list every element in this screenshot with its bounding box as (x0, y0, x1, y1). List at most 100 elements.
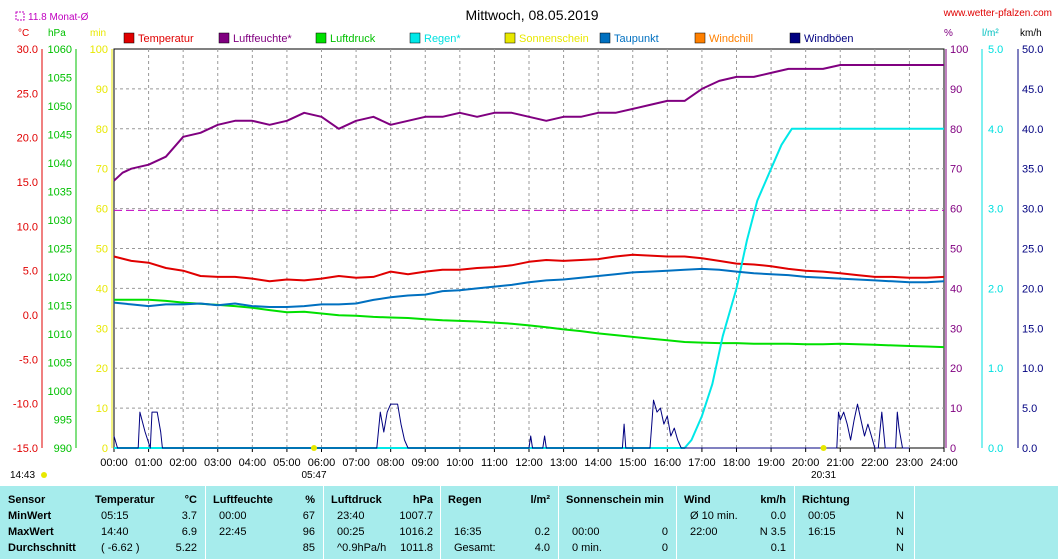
table-cell-value: 0 (661, 526, 668, 538)
table-cell-value: 0.0 (770, 510, 786, 522)
humidity-axis-tick-label: 100 (950, 44, 968, 56)
sunshine-axis-tick-label: 50 (96, 244, 108, 256)
temperature-axis-tick-label: 10.0 (17, 221, 38, 233)
x-tick-label: 01:00 (135, 457, 163, 469)
unit-pressure: hPa (48, 28, 66, 39)
legend-label: Windchill (709, 33, 753, 45)
table-cell-value: N (896, 510, 904, 522)
chart-title: Mittwoch, 08.05.2019 (465, 7, 598, 23)
table-divider (323, 486, 324, 559)
table-cell-time: 16:35 (454, 526, 482, 538)
axes: 00:00 01:00 02:00 03:00 04:00 05:00 06:00 07:00… (13, 44, 1044, 469)
table-divider (558, 486, 559, 559)
pressure-axis-tick-label: 1010 (48, 329, 72, 341)
sunrise-time: 05:47 (301, 470, 326, 481)
temperature-axis-tick-label: -10.0 (13, 399, 38, 411)
table-divider (205, 486, 206, 559)
series-taupunkt (113, 267, 945, 308)
series-windböen (113, 399, 910, 449)
table-cell-value: 0 (661, 542, 668, 554)
table-header: Temperatur (95, 494, 155, 506)
humidity-axis-tick-label: 50 (950, 244, 962, 256)
unit-rain: l/m² (982, 28, 999, 39)
series-regen (114, 127, 944, 449)
x-tick-label: 12:00 (515, 457, 543, 469)
pressure-axis-tick-label: 1015 (48, 301, 72, 313)
legend-label: Sonnenschein (519, 33, 589, 45)
pressure-axis-tick-label: 990 (54, 443, 72, 455)
table-header: Luftfeuchte (213, 494, 273, 506)
wind-axis-tick-label: 15.0 (1022, 323, 1043, 335)
temperature-axis-tick-label: 20.0 (17, 133, 38, 145)
wind-axis-tick-label: 35.0 (1022, 164, 1043, 176)
table-header-unit: hPa (412, 494, 433, 506)
table-cell-time: 0 min. (572, 542, 602, 554)
x-tick-label: 13:00 (550, 457, 578, 469)
humidity-axis-tick-label: 30 (950, 323, 962, 335)
legend-label: Windböen (804, 33, 854, 45)
x-tick-label: 06:00 (308, 457, 336, 469)
legend-label: Regen* (424, 33, 461, 45)
sunshine-axis-tick-label: 30 (96, 323, 108, 335)
table-header: Sensor (8, 494, 46, 506)
table-cell-time: 14:40 (101, 526, 129, 538)
table-cell-value: 4.0 (534, 542, 550, 554)
pressure-axis-tick-label: 1045 (48, 130, 72, 142)
humidity-axis-tick-label: 80 (950, 124, 962, 136)
table-row-label: Durchschnitt (8, 542, 76, 554)
table-row-label: MinWert (8, 510, 52, 522)
wind-axis-tick-label: 30.0 (1022, 204, 1043, 216)
humidity-axis-tick-label: 90 (950, 84, 962, 96)
x-tick-label: 20:00 (792, 457, 820, 469)
pressure-axis-tick-label: 1050 (48, 101, 72, 113)
table-header: Sonnenschein min (566, 494, 664, 506)
humidity-axis-tick-label: 40 (950, 283, 962, 295)
table-cell-time: ^0.9hPa/h (337, 542, 387, 554)
sunshine-axis-tick-label: 40 (96, 283, 108, 295)
wind-axis-tick-label: 50.0 (1022, 44, 1043, 56)
table-header: Luftdruck (331, 494, 382, 506)
unit-wind: km/h (1020, 28, 1042, 39)
humidity-axis-tick-label: 60 (950, 204, 962, 216)
chart-header: °C hPa min% l/m² km/h Mittwoch, 08.05.2019 www… (10, 7, 1052, 481)
x-tick-label: 21:00 (826, 457, 854, 469)
wind-axis-tick-label: 20.0 (1022, 283, 1043, 295)
rain-axis-tick-label: 3.0 (988, 204, 1003, 216)
x-tick-label: 22:00 (861, 457, 889, 469)
legend-label: Taupunkt (614, 33, 659, 45)
current-time-marker (41, 472, 47, 478)
x-tick-label: 23:00 (896, 457, 924, 469)
pressure-axis-tick-label: 1035 (48, 187, 72, 199)
series-layer (113, 64, 945, 449)
pressure-axis-tick-label: 1055 (48, 73, 72, 85)
month-avg-label: 11.8 Monat-Ø (28, 12, 89, 23)
legend-swatch (218, 32, 230, 44)
temperature-axis-tick-label: -5.0 (19, 354, 38, 366)
humidity-axis-tick-label: 10 (950, 403, 962, 415)
table-divider (794, 486, 795, 559)
wind-axis-tick-label: 25.0 (1022, 244, 1043, 256)
table-cell-time: 22:45 (219, 526, 247, 538)
table-cell-time: ( -6.62 ) (101, 542, 140, 554)
wind-axis-tick-label: 5.0 (1022, 403, 1037, 415)
sunset-marker (820, 445, 827, 451)
table-cell-value: 5.22 (175, 542, 197, 554)
series-temperatur (113, 253, 945, 283)
table-cell-time: 16:15 (808, 526, 836, 538)
table-header-unit: km/h (760, 494, 786, 506)
x-tick-label: 10:00 (446, 457, 474, 469)
sunshine-axis-tick-label: 60 (96, 204, 108, 216)
sunshine-axis-tick-label: 100 (90, 44, 108, 56)
table-row-label: MaxWert (8, 526, 54, 538)
series-luftfeuchte (113, 64, 944, 182)
month-avg-icon (15, 11, 25, 21)
table-divider (440, 486, 441, 559)
table-header: Regen (448, 494, 482, 506)
current-time: 14:43 (10, 470, 35, 481)
x-tick-label: 19:00 (757, 457, 785, 469)
table-cell-time: Ø 10 min. (690, 510, 738, 522)
x-tick-label: 02:00 (169, 457, 197, 469)
pressure-axis-tick-label: 995 (54, 415, 72, 427)
x-tick-label: 03:00 (204, 457, 232, 469)
wind-axis-tick-label: 0.0 (1022, 443, 1037, 455)
